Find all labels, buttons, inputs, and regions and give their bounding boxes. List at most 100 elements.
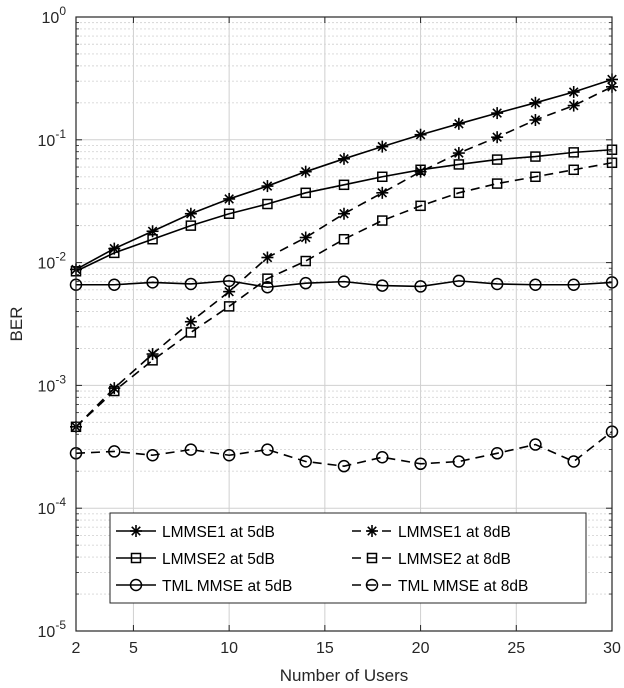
square-marker bbox=[491, 154, 503, 165]
circle-marker bbox=[414, 457, 427, 471]
y-tick-label: 100 bbox=[42, 4, 67, 27]
asterisk-stroke bbox=[224, 286, 234, 297]
circle-marker bbox=[337, 275, 351, 288]
square-marker bbox=[338, 179, 350, 191]
asterisk-marker bbox=[376, 140, 389, 153]
asterisk-stroke bbox=[262, 181, 273, 191]
square-marker bbox=[568, 164, 579, 176]
y-tick-label: 10-4 bbox=[38, 495, 67, 518]
x-tick-label: 30 bbox=[603, 640, 621, 657]
circle-marker bbox=[376, 279, 389, 292]
asterisk-marker bbox=[184, 207, 197, 220]
x-tick-label: 15 bbox=[316, 640, 334, 657]
x-axis-label: Number of Users bbox=[280, 666, 408, 685]
circle-marker bbox=[490, 277, 504, 291]
legend: LMMSE1 at 5dB LMMSE2 at 5dB TML MMSE at 5d… bbox=[109, 512, 587, 604]
asterisk-stroke bbox=[415, 129, 426, 140]
asterisk-stroke bbox=[530, 115, 541, 125]
square-marker bbox=[223, 208, 235, 219]
legend-entry-5: LMMSE2 at 8dB bbox=[352, 551, 511, 568]
series-line bbox=[75, 431, 613, 467]
square-marker bbox=[223, 301, 235, 312]
series-6 bbox=[69, 425, 619, 473]
legend-box bbox=[109, 512, 587, 604]
square-marker bbox=[300, 187, 311, 199]
y-tick-label: 10-1 bbox=[38, 127, 67, 150]
x-tick-label: 2 bbox=[72, 640, 81, 657]
legend-entry-3: TML MMSE at 5dB bbox=[116, 578, 292, 595]
square-marker bbox=[262, 198, 273, 210]
asterisk-marker bbox=[223, 192, 236, 205]
circle-marker bbox=[129, 578, 143, 592]
asterisk-stroke bbox=[147, 349, 158, 359]
square-marker bbox=[147, 355, 158, 366]
circle-marker bbox=[567, 278, 580, 292]
square-marker bbox=[109, 385, 120, 397]
square-marker bbox=[453, 159, 465, 170]
circle-marker bbox=[299, 276, 312, 290]
circle-marker bbox=[184, 443, 198, 456]
asterisk-stroke bbox=[377, 188, 388, 198]
asterisk-marker bbox=[299, 165, 312, 178]
square-marker bbox=[377, 171, 388, 183]
circle-marker bbox=[452, 274, 466, 288]
circle-marker bbox=[261, 443, 274, 456]
asterisk-stroke bbox=[415, 166, 426, 177]
legend-label: TML MMSE at 5dB bbox=[162, 578, 292, 595]
asterisk-stroke bbox=[109, 383, 120, 393]
series-line bbox=[75, 161, 613, 428]
square-marker bbox=[147, 233, 158, 245]
circle-marker bbox=[146, 276, 159, 289]
asterisk-stroke bbox=[367, 526, 377, 536]
series-line bbox=[76, 280, 613, 289]
asterisk-stroke bbox=[186, 208, 196, 219]
y-tick-label: 10-3 bbox=[38, 372, 67, 395]
circle-marker bbox=[529, 278, 542, 292]
plot-frame bbox=[75, 16, 613, 632]
square-marker bbox=[453, 187, 465, 199]
legend-label: LMMSE1 at 8dB bbox=[398, 524, 511, 541]
legend-label: LMMSE2 at 8dB bbox=[398, 551, 511, 568]
circle-marker bbox=[452, 455, 466, 468]
circle-marker bbox=[184, 277, 198, 291]
legend-entry-6: TML MMSE at 8dB bbox=[352, 578, 528, 595]
x-tick-label: 10 bbox=[220, 640, 238, 657]
square-marker bbox=[415, 200, 426, 212]
circle-marker bbox=[567, 455, 580, 468]
series-line bbox=[75, 148, 613, 272]
circle-marker bbox=[376, 450, 389, 464]
x-tick-label: 5 bbox=[129, 640, 138, 657]
asterisk-stroke bbox=[339, 154, 349, 164]
square-marker bbox=[109, 247, 120, 259]
square-marker bbox=[300, 255, 311, 267]
series-group bbox=[69, 73, 619, 473]
asterisk-marker bbox=[491, 107, 504, 120]
asterisk-marker bbox=[261, 251, 274, 264]
legend-entry-1: LMMSE1 at 5dB bbox=[116, 524, 275, 541]
circle-marker bbox=[146, 448, 159, 462]
asterisk-stroke bbox=[530, 98, 541, 108]
square-marker bbox=[366, 552, 378, 564]
asterisk-marker bbox=[452, 117, 465, 130]
asterisk-marker bbox=[338, 207, 350, 220]
x-tick-label: 25 bbox=[507, 640, 525, 657]
asterisk-marker bbox=[261, 180, 274, 193]
asterisk-marker bbox=[184, 315, 197, 328]
asterisk-marker bbox=[223, 285, 236, 298]
legend-entry-4: LMMSE1 at 8dB bbox=[352, 524, 511, 541]
asterisk-marker bbox=[338, 152, 350, 165]
asterisk-stroke bbox=[492, 108, 502, 118]
circle-marker bbox=[365, 578, 379, 592]
asterisk-marker bbox=[299, 231, 312, 244]
y-tick-label: 10-2 bbox=[38, 250, 67, 273]
asterisk-stroke bbox=[377, 141, 388, 152]
square-marker bbox=[185, 327, 197, 338]
y-axis-label: BER bbox=[7, 307, 26, 342]
asterisk-marker bbox=[130, 525, 142, 537]
legend-label: TML MMSE at 8dB bbox=[398, 578, 528, 595]
square-marker bbox=[530, 151, 541, 162]
square-marker bbox=[377, 215, 388, 226]
asterisk-marker bbox=[366, 525, 378, 537]
y-tick-label: 10-5 bbox=[38, 618, 67, 641]
